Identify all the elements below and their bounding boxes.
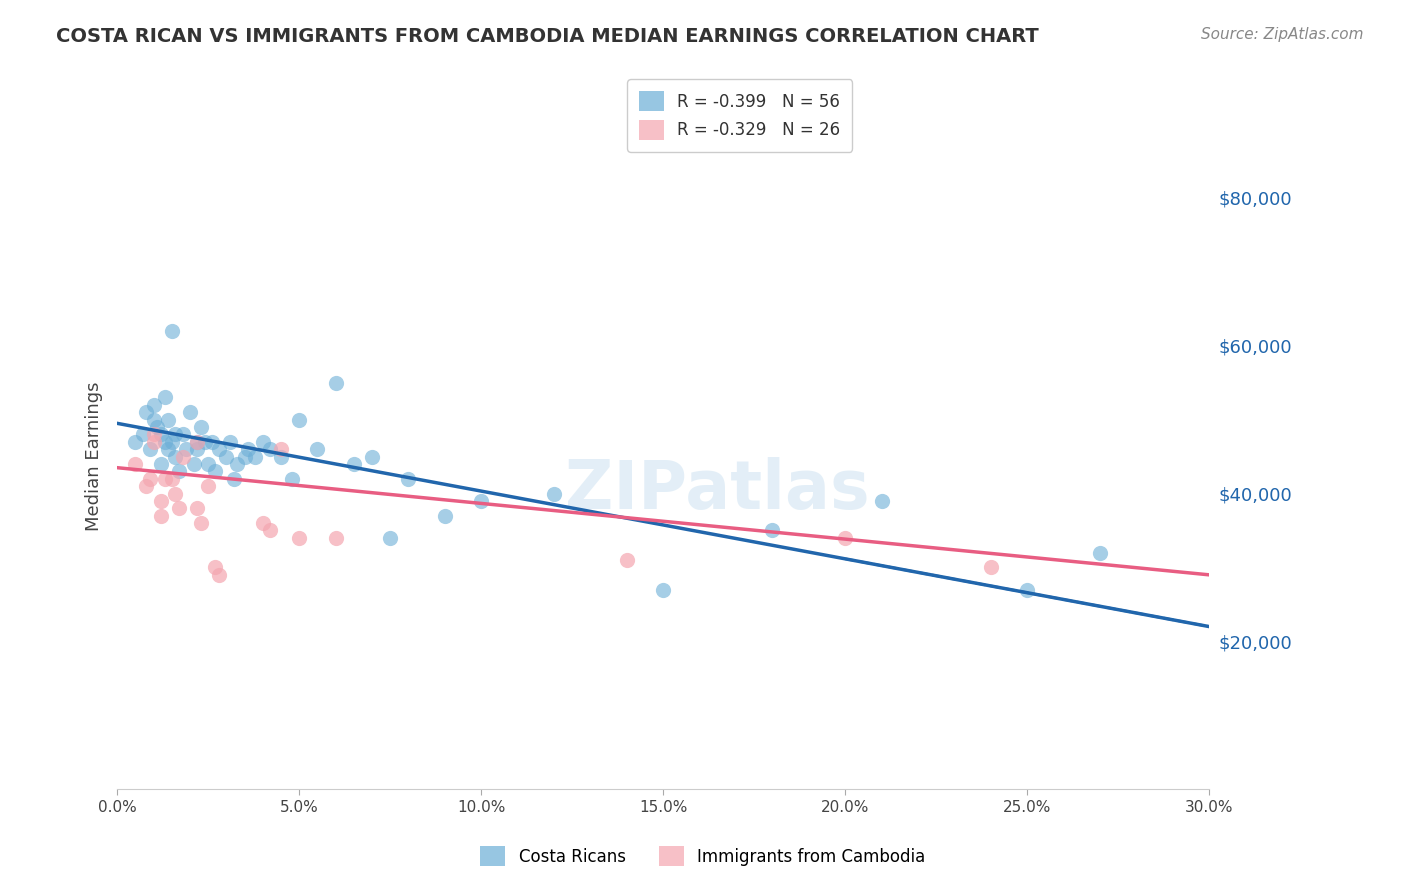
Text: Source: ZipAtlas.com: Source: ZipAtlas.com	[1201, 27, 1364, 42]
Point	[470, 494, 492, 508]
Point	[149, 457, 172, 471]
Point	[193, 434, 215, 449]
Point	[1088, 546, 1111, 560]
Point	[186, 442, 208, 457]
Point	[226, 457, 249, 471]
Point	[1017, 582, 1039, 597]
Point	[124, 434, 146, 449]
Point	[142, 434, 165, 449]
Point	[543, 486, 565, 500]
Point	[153, 472, 176, 486]
Point	[131, 427, 153, 442]
Point	[149, 508, 172, 523]
Point	[288, 412, 311, 426]
Point	[259, 442, 281, 457]
Point	[652, 582, 675, 597]
Point	[146, 420, 169, 434]
Point	[165, 486, 187, 500]
Point	[204, 464, 226, 478]
Text: COSTA RICAN VS IMMIGRANTS FROM CAMBODIA MEDIAN EARNINGS CORRELATION CHART: COSTA RICAN VS IMMIGRANTS FROM CAMBODIA …	[56, 27, 1039, 45]
Point	[176, 442, 198, 457]
Point	[361, 450, 384, 464]
Point	[183, 457, 205, 471]
Y-axis label: Median Earnings: Median Earnings	[86, 382, 103, 532]
Point	[219, 434, 242, 449]
Point	[172, 450, 194, 464]
Point	[153, 391, 176, 405]
Point	[870, 494, 893, 508]
Point	[245, 450, 267, 464]
Point	[616, 553, 638, 567]
Point	[980, 560, 1002, 574]
Point	[761, 524, 783, 538]
Point	[186, 501, 208, 516]
Point	[167, 501, 190, 516]
Point	[259, 524, 281, 538]
Point	[215, 450, 238, 464]
Point	[396, 472, 419, 486]
Point	[433, 508, 456, 523]
Point	[135, 479, 157, 493]
Point	[190, 420, 212, 434]
Point	[834, 531, 856, 545]
Point	[252, 434, 274, 449]
Point	[149, 427, 172, 442]
Point	[153, 434, 176, 449]
Point	[380, 531, 402, 545]
Point	[325, 376, 347, 390]
Point	[135, 405, 157, 419]
Point	[179, 405, 201, 419]
Point	[157, 442, 180, 457]
Point	[343, 457, 366, 471]
Point	[142, 412, 165, 426]
Point	[186, 434, 208, 449]
Point	[142, 398, 165, 412]
Point	[139, 472, 162, 486]
Point	[160, 324, 183, 338]
Text: ZIPatlas: ZIPatlas	[565, 457, 870, 523]
Point	[270, 442, 292, 457]
Point	[288, 531, 311, 545]
Point	[197, 457, 219, 471]
Point	[190, 516, 212, 530]
Point	[222, 472, 245, 486]
Point	[157, 412, 180, 426]
Point	[165, 450, 187, 464]
Legend: Costa Ricans, Immigrants from Cambodia: Costa Ricans, Immigrants from Cambodia	[472, 838, 934, 875]
Point	[139, 442, 162, 457]
Point	[208, 567, 231, 582]
Point	[165, 427, 187, 442]
Point	[167, 464, 190, 478]
Point	[201, 434, 224, 449]
Point	[172, 427, 194, 442]
Point	[160, 472, 183, 486]
Legend: R = -0.399   N = 56, R = -0.329   N = 26: R = -0.399 N = 56, R = -0.329 N = 26	[627, 79, 852, 152]
Point	[142, 427, 165, 442]
Point	[197, 479, 219, 493]
Point	[149, 494, 172, 508]
Point	[208, 442, 231, 457]
Point	[160, 434, 183, 449]
Point	[270, 450, 292, 464]
Point	[238, 442, 260, 457]
Point	[204, 560, 226, 574]
Point	[233, 450, 256, 464]
Point	[307, 442, 329, 457]
Point	[252, 516, 274, 530]
Point	[186, 434, 208, 449]
Point	[281, 472, 304, 486]
Point	[124, 457, 146, 471]
Point	[325, 531, 347, 545]
